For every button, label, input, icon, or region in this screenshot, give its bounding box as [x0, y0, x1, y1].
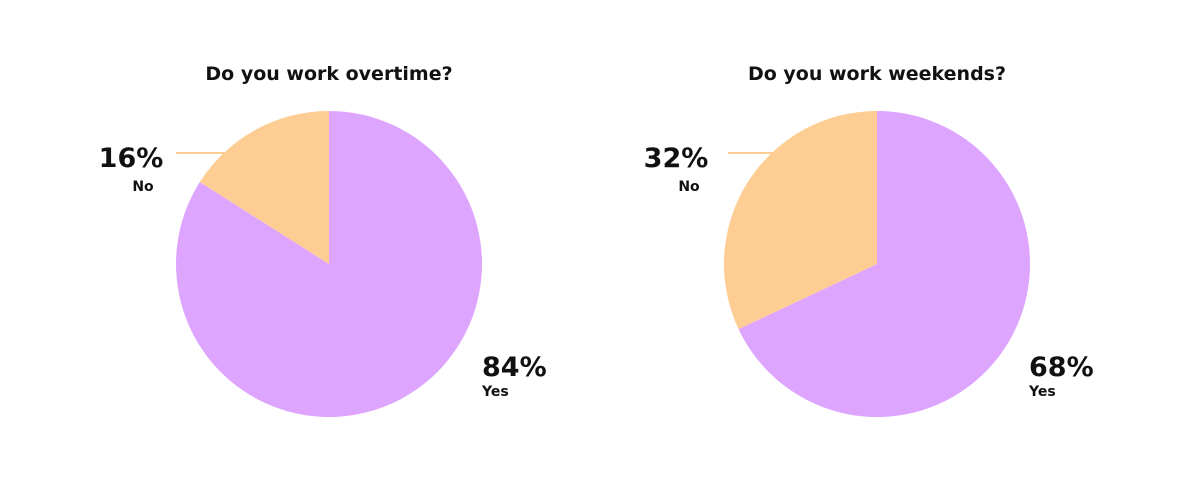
weekends-no-category-label: No: [678, 179, 700, 195]
weekends-yes-category-label: Yes: [1028, 384, 1056, 400]
overtime-pie-slice-no: [199, 111, 329, 264]
weekends-pie-slices: [724, 110, 1031, 417]
weekends-pie-slice-no: [724, 111, 877, 330]
weekends-pie-chart: Do you work weekends? 32% No 68% Yes: [644, 63, 1094, 417]
overtime-pie-slices: [176, 111, 483, 418]
overtime-yes-percent-label: 84%: [482, 352, 547, 383]
weekends-no-percent-label: 32%: [644, 143, 709, 174]
weekends-pie-slice-yes: [738, 110, 1031, 417]
weekends-chart-title: Do you work weekends?: [748, 63, 1006, 85]
overtime-pie-chart: Do you work overtime? 16% No 84% Yes: [99, 63, 547, 418]
overtime-no-percent-label: 16%: [99, 143, 164, 174]
overtime-no-category-label: No: [132, 179, 154, 195]
overtime-yes-category-label: Yes: [481, 384, 509, 400]
overtime-pie-slice-yes: [176, 111, 483, 418]
weekends-yes-percent-label: 68%: [1029, 352, 1094, 383]
overtime-chart-title: Do you work overtime?: [205, 63, 452, 85]
